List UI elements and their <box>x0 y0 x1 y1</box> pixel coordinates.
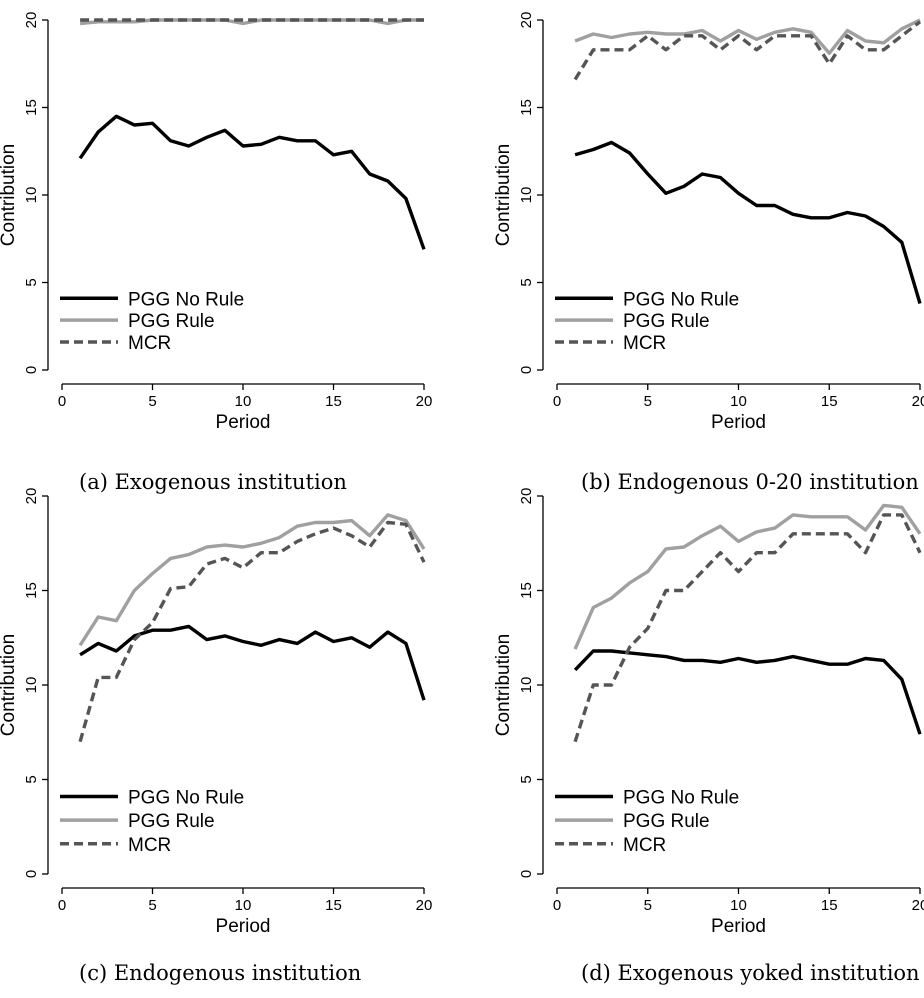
y-tick-label: 5 <box>518 278 535 286</box>
x-tick-label: 10 <box>730 897 747 914</box>
y-tick-label: 10 <box>518 187 535 204</box>
x-tick-label: 5 <box>644 393 652 410</box>
legend-label: PGG No Rule <box>623 289 739 310</box>
chart-panel-2: 0 5 10 15 20 0 5 10 15 20 Period Contribution PGG No… <box>493 12 924 494</box>
panel-caption: (c) Endogenous institution <box>79 961 361 985</box>
series-line-mcr <box>573 20 922 81</box>
series-line-pgg-no-rule <box>79 624 426 701</box>
y-tick-label: 5 <box>518 775 535 783</box>
legend-label: MCR <box>128 835 171 856</box>
legend-label: PGG Rule <box>623 311 710 332</box>
y-axis-title: Contribution <box>493 634 514 736</box>
x-tick-label: 15 <box>325 897 342 914</box>
x-tick-label: 20 <box>912 897 924 914</box>
y-tick-label: 5 <box>23 775 40 783</box>
chart-panel-3: 0 5 10 15 20 0 5 10 15 20 Period Contribution PGG No… <box>0 488 432 985</box>
legend-label: MCR <box>623 333 666 354</box>
x-axis-title: Period <box>711 916 766 937</box>
panel-caption: (b) Endogenous 0-20 institution <box>581 470 919 494</box>
x-tick-label: 20 <box>416 393 433 410</box>
legend-label: PGG Rule <box>128 311 215 332</box>
chart-panel-4: 0 5 10 15 20 0 5 10 15 20 Period Contribution PGG No… <box>493 488 924 985</box>
series-line-pgg-rule <box>573 503 922 650</box>
legend-label: PGG No Rule <box>128 788 244 809</box>
x-tick-label: 15 <box>821 393 838 410</box>
x-axis-title: Period <box>216 916 271 937</box>
y-tick-label: 15 <box>23 99 40 116</box>
y-tick-label: 15 <box>518 99 535 116</box>
x-tick-label: 0 <box>553 393 561 410</box>
panel-caption: (a) Exogenous institution <box>79 470 347 494</box>
x-tick-label: 10 <box>730 393 747 410</box>
legend-label: PGG No Rule <box>623 788 739 809</box>
x-tick-label: 0 <box>58 897 66 914</box>
x-tick-label: 5 <box>148 897 156 914</box>
y-axis-title: Contribution <box>493 144 514 246</box>
x-tick-label: 20 <box>912 393 924 410</box>
y-tick-label: 15 <box>518 582 535 599</box>
x-tick-label: 5 <box>148 393 156 410</box>
legend-label: MCR <box>128 333 171 354</box>
series-line-pgg-rule <box>574 18 921 55</box>
series-line-mcr <box>573 513 922 743</box>
legend-label: PGG Rule <box>128 811 215 832</box>
y-tick-label: 20 <box>23 12 40 29</box>
x-axis-title: Period <box>711 412 766 433</box>
y-tick-label: 0 <box>518 366 535 374</box>
x-tick-label: 0 <box>58 393 66 410</box>
y-axis-title: Contribution <box>0 634 19 736</box>
x-axis-title: Period <box>216 412 271 433</box>
legend-label: PGG Rule <box>623 811 710 832</box>
series-line-pgg-rule <box>78 513 426 647</box>
x-tick-label: 10 <box>235 897 252 914</box>
x-tick-label: 5 <box>644 897 652 914</box>
chart-panel-1: 0 5 10 15 20 0 5 10 15 20 Period Contribution PGG No… <box>0 12 432 494</box>
x-tick-label: 15 <box>325 393 342 410</box>
y-tick-label: 20 <box>23 488 40 505</box>
x-tick-label: 0 <box>553 897 561 914</box>
y-tick-label: 10 <box>518 677 535 694</box>
y-tick-label: 10 <box>23 677 40 694</box>
y-tick-label: 10 <box>23 187 40 204</box>
x-tick-label: 20 <box>416 897 433 914</box>
y-tick-label: 0 <box>518 870 535 878</box>
y-tick-label: 20 <box>518 488 535 505</box>
y-tick-label: 15 <box>23 582 40 599</box>
panel-caption: (d) Exogenous yoked institution <box>581 961 920 985</box>
series-line-pgg-no-rule <box>78 114 426 250</box>
legend-label: PGG No Rule <box>128 289 244 310</box>
series-line-pgg-no-rule <box>574 140 922 304</box>
series-line-mcr <box>78 520 426 743</box>
y-tick-label: 20 <box>518 12 535 29</box>
legend-label: MCR <box>623 835 666 856</box>
y-axis-title: Contribution <box>0 144 19 246</box>
y-tick-label: 0 <box>23 366 40 374</box>
y-tick-label: 5 <box>23 278 40 286</box>
series-line-pgg-no-rule <box>573 649 922 735</box>
x-tick-label: 10 <box>235 393 252 410</box>
x-tick-label: 15 <box>821 897 838 914</box>
y-tick-label: 0 <box>23 870 40 878</box>
